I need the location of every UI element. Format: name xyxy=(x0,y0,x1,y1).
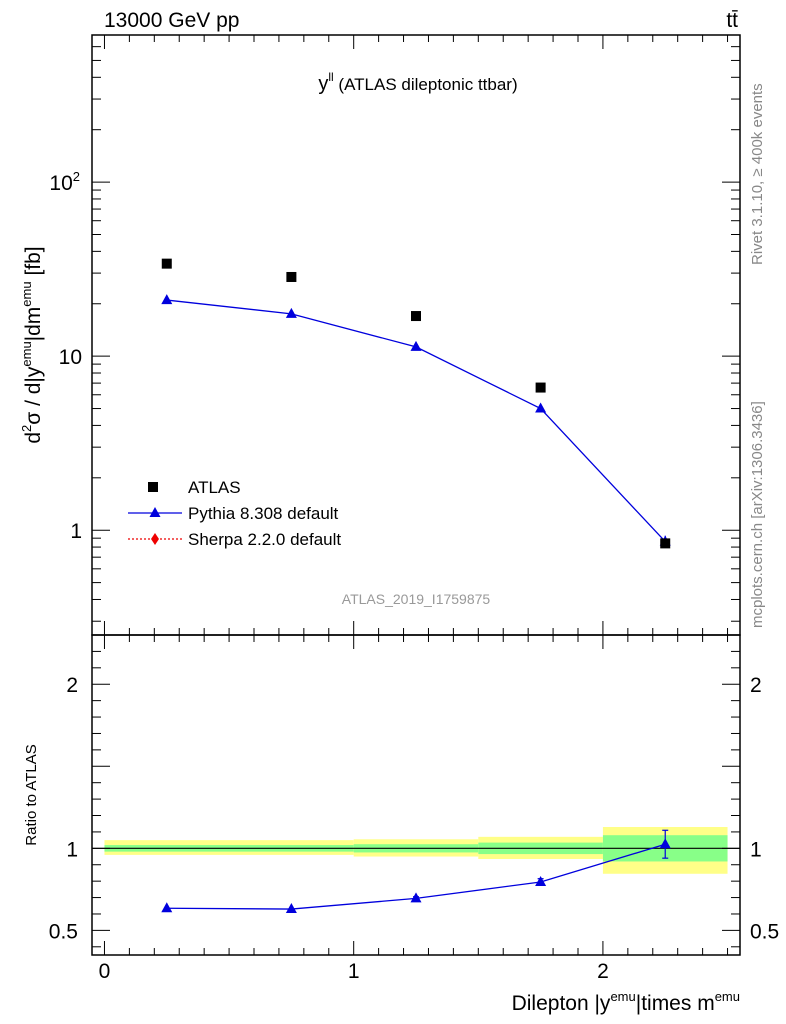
ratio-pythia-point xyxy=(659,838,671,849)
atlas-point xyxy=(161,258,172,269)
legend-label: Pythia 8.308 default xyxy=(188,504,339,523)
ratio-pythia-point xyxy=(535,875,547,886)
rivet-label: Rivet 3.1.10, ≥ 400k events xyxy=(749,83,766,265)
ratio-pythia-point xyxy=(285,903,297,914)
main-title: yll (ATLAS dileptonic ttbar) xyxy=(318,70,517,95)
atlas-point xyxy=(535,382,546,393)
xlabel-part-2: |times m xyxy=(636,992,715,1015)
ylabel-part-4: |dm xyxy=(22,307,45,342)
legend-sherpa-marker xyxy=(151,533,159,545)
ratio-y-tick-label-right: 0.5 xyxy=(750,920,779,943)
xlabel-part-1: emu xyxy=(610,989,635,1004)
ylabel-part-3: emu xyxy=(19,341,34,366)
main-title-rest: (ATLAS dileptonic ttbar) xyxy=(334,75,518,94)
atlas-point xyxy=(660,538,671,549)
x-axis-label: Dilepton |yemu|times memu xyxy=(512,989,740,1015)
ratio-y-tick-label-right: 1 xyxy=(750,838,762,861)
analysis-id: ATLAS_2019_I1759875 xyxy=(342,591,491,607)
main-title-main: y xyxy=(318,73,328,95)
ratio-y-tick-label-left: 2 xyxy=(66,674,78,697)
atlas-point xyxy=(286,271,297,282)
xlabel-part-3: emu xyxy=(715,989,740,1004)
x-tick-label: 1 xyxy=(348,960,360,983)
ratio-pythia-point xyxy=(410,892,422,903)
main-title-sup: ll xyxy=(328,70,333,84)
xlabel-part-0: Dilepton |y xyxy=(512,992,611,1015)
atlas-point xyxy=(411,311,421,322)
ylabel-part-0: d xyxy=(22,432,45,444)
main-y-tick-label-base: 10 xyxy=(49,172,72,195)
main-y-tick-label: 1 xyxy=(70,520,82,543)
main-y-tick-label: 102 xyxy=(49,169,80,195)
pythia-point xyxy=(410,340,422,351)
legend-label: ATLAS xyxy=(188,478,241,497)
legend-pythia-marker xyxy=(149,507,161,517)
ratio-y-tick-label-left: 0.5 xyxy=(49,920,78,943)
main-y-axis-label: d2σ / d|yemu|dmemu [fb] xyxy=(19,246,45,443)
legend-atlas-marker xyxy=(148,482,158,492)
ylabel-part-1: 2 xyxy=(19,425,34,432)
process-label: tt̄ xyxy=(726,9,738,32)
main-y-tick-label: 10 xyxy=(59,346,82,369)
x-tick-label: 0 xyxy=(99,960,111,983)
pythia-point xyxy=(285,307,297,318)
ylabel-part-6: [fb] xyxy=(22,246,45,281)
x-tick-label: 2 xyxy=(597,960,609,983)
main-data-layer xyxy=(161,258,671,549)
ratio-axis-ticks: 0.5 0.5 1 1 2 2 0 1 2 xyxy=(49,634,779,983)
ratio-pythia-point xyxy=(161,902,173,913)
ratio-y-tick-label-right: 2 xyxy=(750,674,762,697)
ylabel-part-2: σ / d|y xyxy=(22,366,45,425)
mcplots-label: mcplots.cern.ch [arXiv:1306.3436] xyxy=(749,401,766,628)
energy-label: 13000 GeV pp xyxy=(104,9,239,32)
legend-label: Sherpa 2.2.0 default xyxy=(188,530,341,549)
ratio-panel-frame xyxy=(91,634,741,956)
ratio-data-layer xyxy=(161,829,671,914)
ratio-y-tick-label-left: 1 xyxy=(66,838,78,861)
ratio-y-axis-label: Ratio to ATLAS xyxy=(23,744,40,845)
pythia-point xyxy=(161,294,173,305)
ylabel-part-5: emu xyxy=(19,281,34,306)
pythia-point xyxy=(535,402,547,413)
main-y-tick-label-exp: 2 xyxy=(73,169,80,184)
legend: ATLAS Pythia 8.308 default Sherpa 2.2.0 de… xyxy=(128,478,341,549)
